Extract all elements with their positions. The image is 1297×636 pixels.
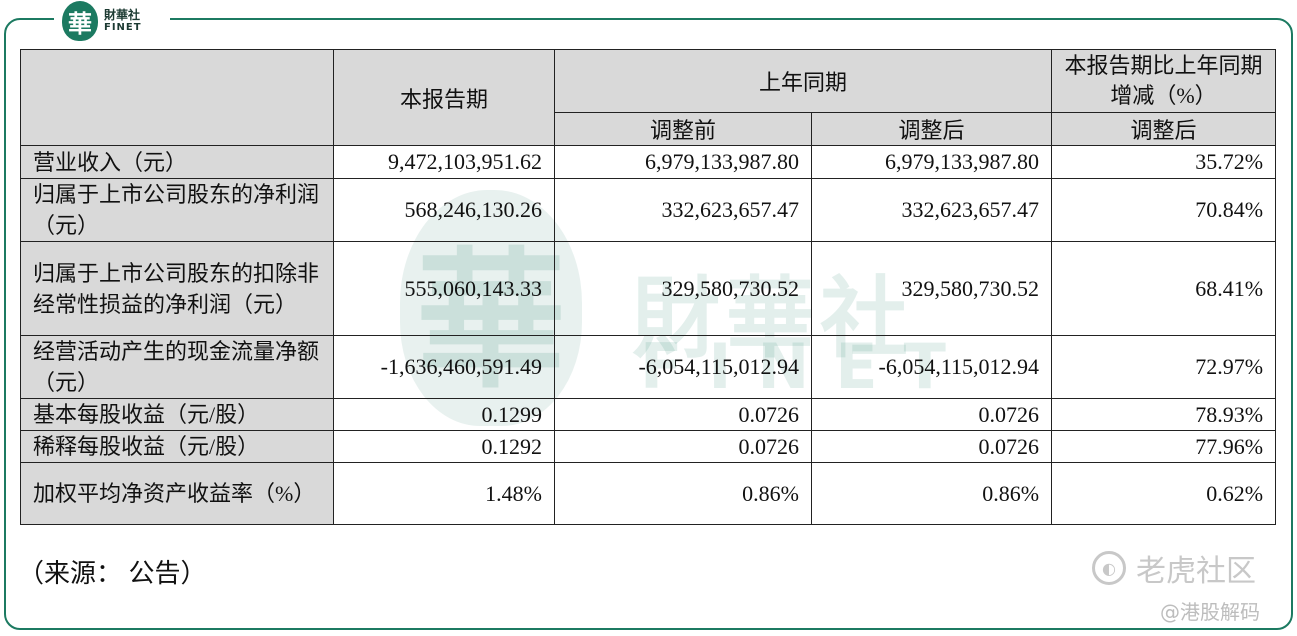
row-label: 基本每股收益（元/股） <box>20 398 334 431</box>
cell-before: 332,623,657.47 <box>554 178 812 242</box>
logo-cn-text: 財華社 <box>104 8 141 22</box>
cell-before: 0.0726 <box>554 398 812 431</box>
cell-after: -6,054,115,012.94 <box>810 335 1053 399</box>
table-row: 加权平均净资产收益率（%） 1.48% 0.86% 0.86% 0.62% <box>20 462 1277 525</box>
finet-logo: 華 財華社 FINET <box>54 0 170 42</box>
cell-before: 0.0726 <box>554 430 812 463</box>
cell-current: 568,246,130.26 <box>333 178 555 242</box>
tiger-brand: ◐ 老虎社区 <box>1092 546 1256 590</box>
tiger-logo-icon: ◐ <box>1092 551 1126 585</box>
cell-change: 77.96% <box>1051 430 1277 463</box>
table-row: 经营活动产生的现金流量净额（元） -1,636,460,591.49 -6,05… <box>20 335 1277 399</box>
cell-current: 9,472,103,951.62 <box>333 145 555 179</box>
cell-after: 0.86% <box>810 462 1053 525</box>
cell-current: -1,636,460,591.49 <box>333 335 555 399</box>
header-current: 本报告期 <box>333 49 555 146</box>
cell-after: 0.0726 <box>810 398 1053 431</box>
header-after: 调整后 <box>810 112 1053 146</box>
cell-before: 0.86% <box>554 462 812 525</box>
cell-current: 0.1299 <box>333 398 555 431</box>
cell-change: 35.72% <box>1051 145 1277 179</box>
row-label: 稀释每股收益（元/股） <box>20 430 334 463</box>
cell-change: 70.84% <box>1051 178 1277 242</box>
cell-change: 78.93% <box>1051 398 1277 431</box>
cell-after: 329,580,730.52 <box>810 241 1053 336</box>
logo-en-text: FINET <box>104 22 142 33</box>
author-handle: @港股解码 <box>1160 600 1260 624</box>
cell-before: 6,979,133,987.80 <box>554 145 812 179</box>
finet-seal-icon: 華 <box>62 1 98 41</box>
row-label: 归属于上市公司股东的净利润（元） <box>20 178 334 242</box>
row-label: 经营活动产生的现金流量净额（元） <box>20 335 334 399</box>
row-label: 营业收入（元） <box>20 145 334 179</box>
table-row: 归属于上市公司股东的扣除非经常性损益的净利润（元） 555,060,143.33… <box>20 241 1277 336</box>
card-frame <box>4 18 1293 630</box>
header-blank <box>20 49 334 146</box>
cell-change: 72.97% <box>1051 335 1277 399</box>
source-note: （来源： 公告） <box>18 559 207 588</box>
table-row: 基本每股收益（元/股） 0.1299 0.0726 0.0726 78.93% <box>20 398 1277 431</box>
cell-change: 0.62% <box>1051 462 1277 525</box>
header-change: 本报告期比上年同期增减（%） <box>1051 49 1277 113</box>
cell-before: -6,054,115,012.94 <box>554 335 812 399</box>
cell-current: 555,060,143.33 <box>333 241 555 336</box>
tiger-brand-text: 老虎社区 <box>1136 554 1256 589</box>
header-change-after: 调整后 <box>1051 112 1277 146</box>
row-label: 归属于上市公司股东的扣除非经常性损益的净利润（元） <box>20 241 334 336</box>
cell-after: 332,623,657.47 <box>810 178 1053 242</box>
header-before: 调整前 <box>554 112 812 146</box>
financial-table: 本报告期 上年同期 本报告期比上年同期增减（%） 调整前 调整后 调整后 营业收… <box>20 49 1277 525</box>
cell-after: 6,979,133,987.80 <box>810 145 1053 179</box>
table-row: 归属于上市公司股东的净利润（元） 568,246,130.26 332,623,… <box>20 178 1277 242</box>
cell-current: 1.48% <box>333 462 555 525</box>
cell-change: 68.41% <box>1051 241 1277 336</box>
header-prior: 上年同期 <box>553 49 1053 113</box>
cell-before: 329,580,730.52 <box>554 241 812 336</box>
row-label: 加权平均净资产收益率（%） <box>20 462 334 525</box>
table-row: 营业收入（元） 9,472,103,951.62 6,979,133,987.8… <box>20 145 1277 179</box>
cell-current: 0.1292 <box>333 430 555 463</box>
table-row: 稀释每股收益（元/股） 0.1292 0.0726 0.0726 77.96% <box>20 430 1277 463</box>
cell-after: 0.0726 <box>810 430 1053 463</box>
